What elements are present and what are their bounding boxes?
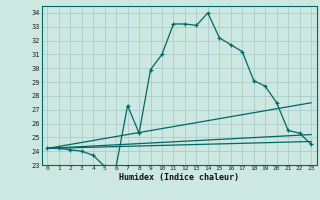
X-axis label: Humidex (Indice chaleur): Humidex (Indice chaleur): [119, 173, 239, 182]
